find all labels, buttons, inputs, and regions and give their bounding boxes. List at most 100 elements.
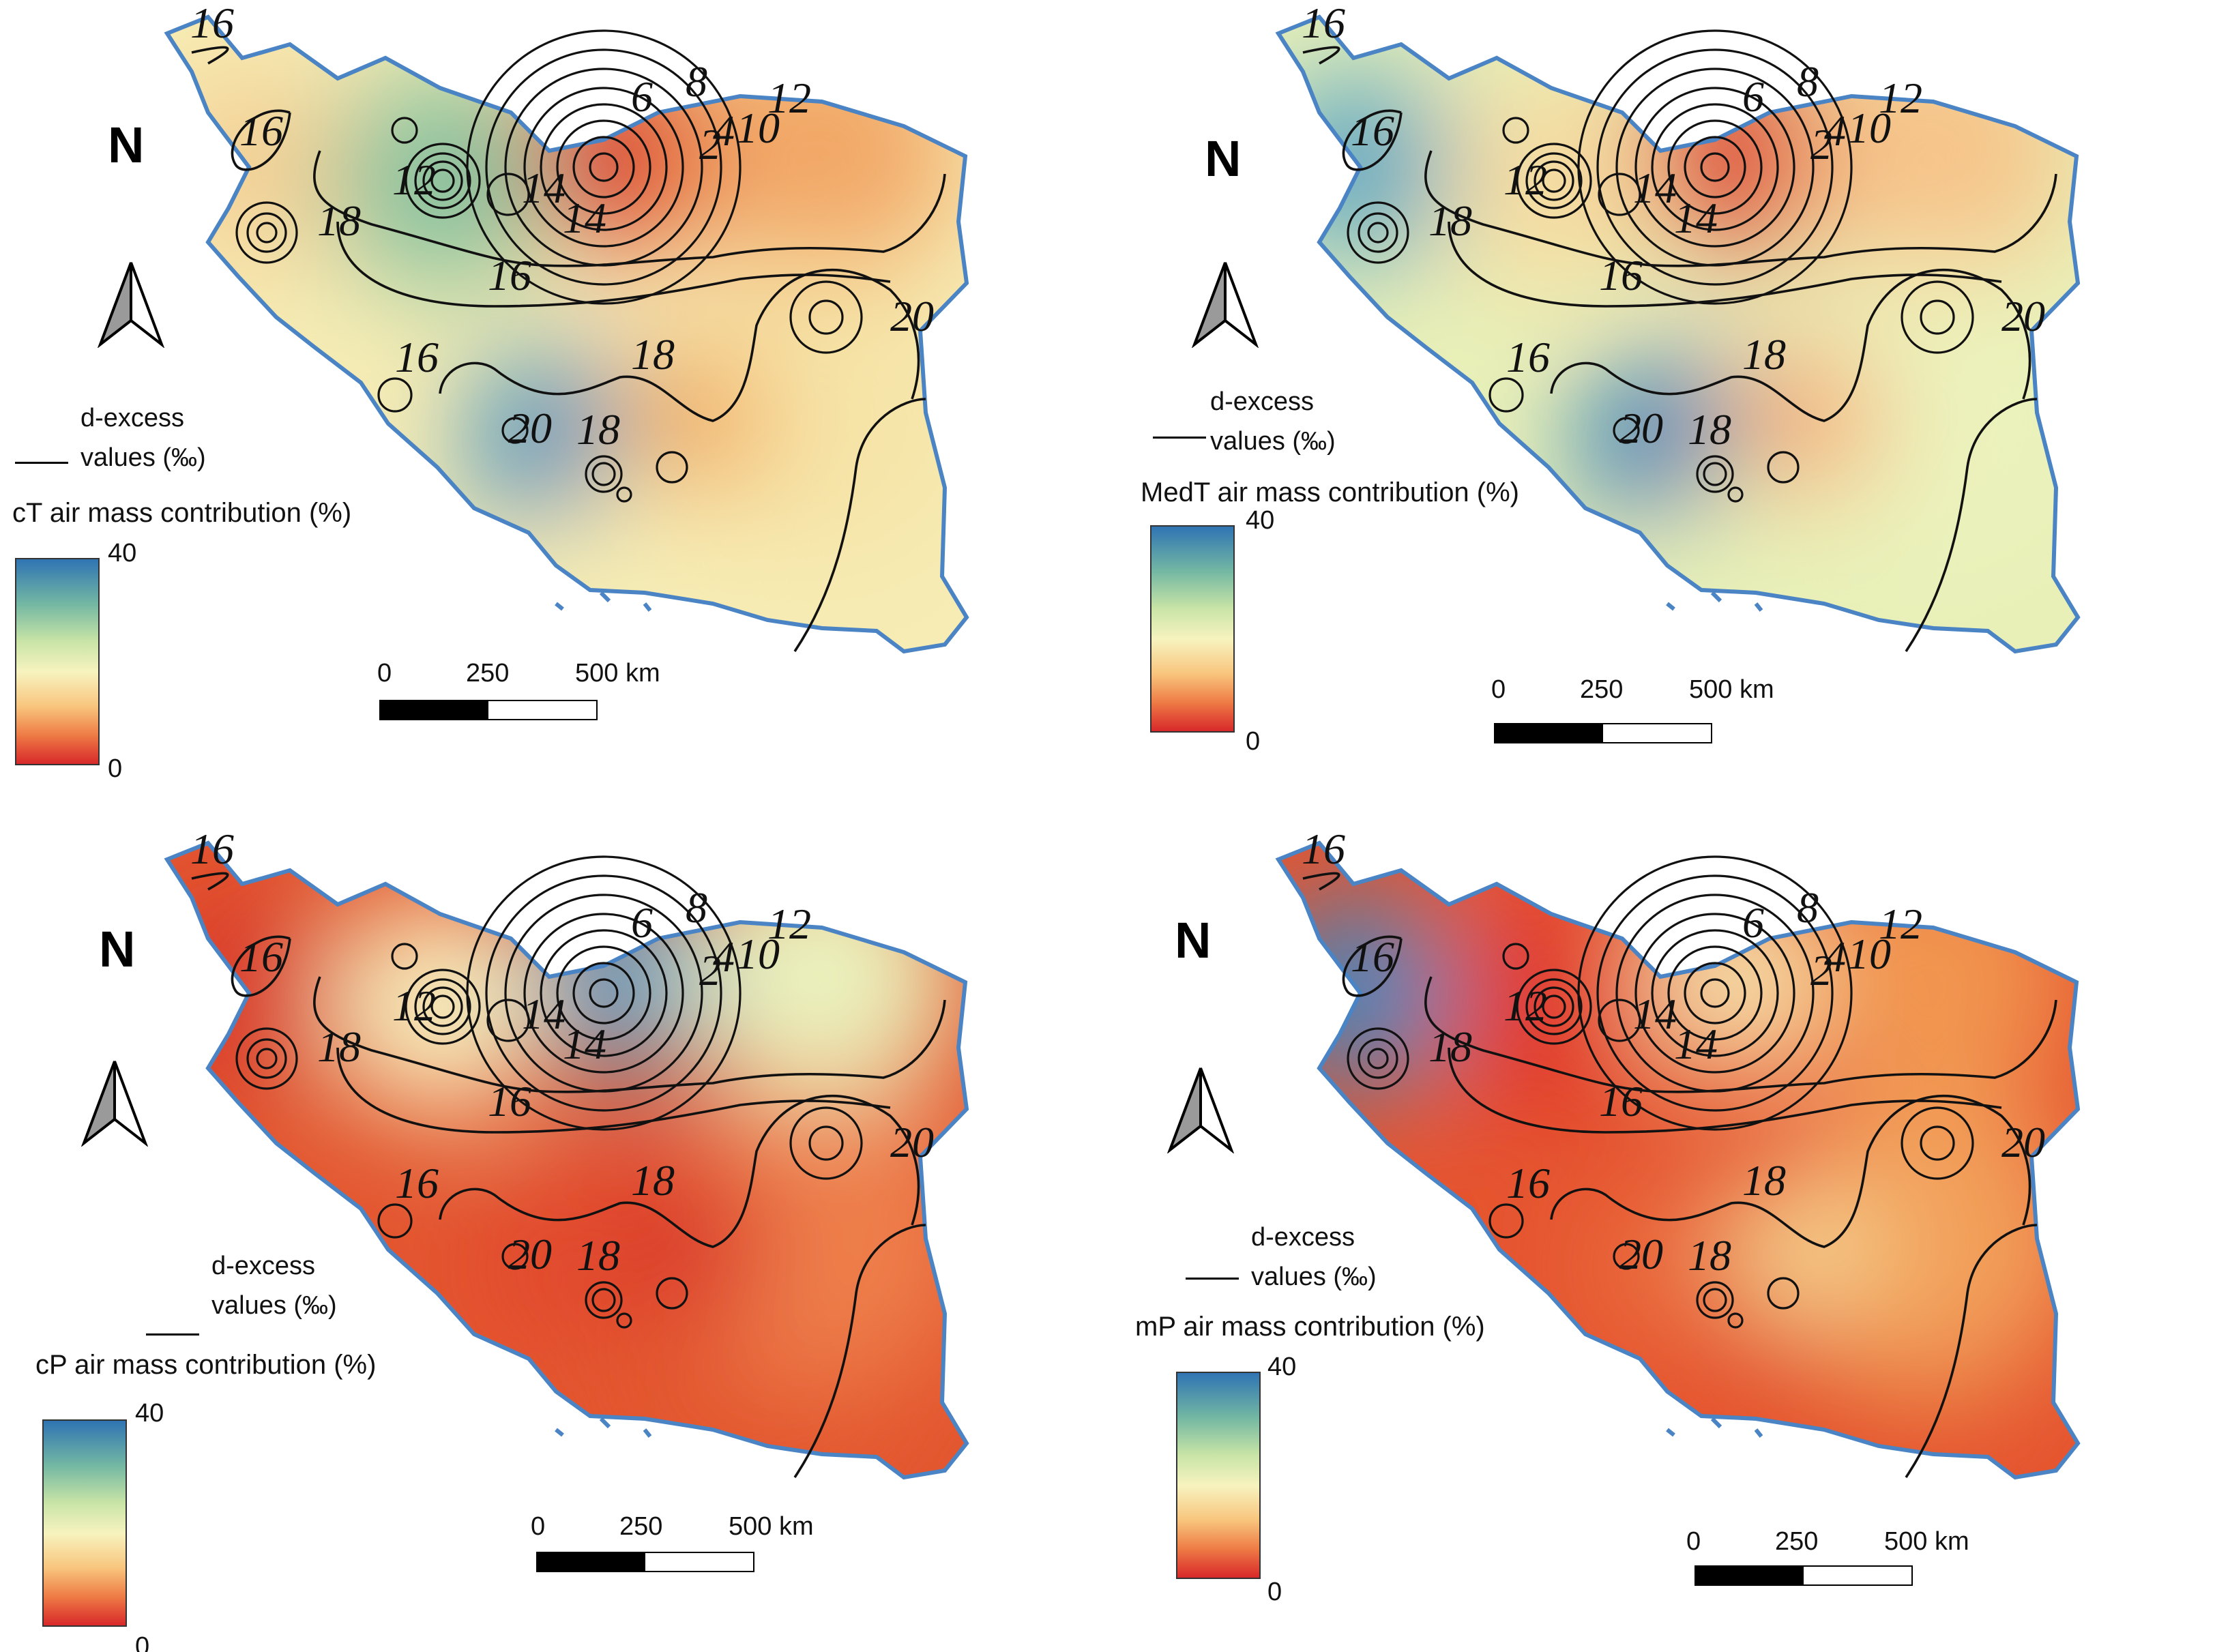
d-excess-contour-ring [1696, 1281, 1734, 1319]
d-excess-contour-ring [591, 1288, 616, 1312]
contour-label: 16 [190, 0, 234, 47]
contribution-blob-east [672, 263, 967, 563]
contour-label: 18 [1688, 405, 1731, 454]
color-ramp [1176, 1372, 1261, 1579]
contour-label: 6 [631, 898, 653, 947]
d-excess-contour-ring [1615, 894, 1815, 1093]
island [1710, 591, 1722, 603]
ramp-min-label: 0 [1267, 1578, 1282, 1606]
scale-tick-label: 0 [531, 1512, 546, 1541]
island [599, 591, 611, 603]
d-excess-contour-ring [1634, 913, 1795, 1074]
d-excess-contour-ring [377, 1203, 413, 1239]
contour-label: 18 [1742, 1156, 1786, 1205]
ramp-title: MedT air mass contribution (%) [1141, 477, 1519, 507]
contour-label: 12 [767, 74, 811, 122]
d-excess-contour [1448, 221, 2002, 308]
d-excess-contour-ring [808, 1125, 844, 1161]
country-border [1275, 14, 2081, 654]
contour-label: 16 [1302, 0, 1345, 47]
contour-label: 2 [1810, 946, 1832, 994]
legend-label-line2: values (‰) [211, 1291, 337, 1320]
island [1754, 602, 1763, 612]
contour-label: 2 [1810, 120, 1832, 168]
d-excess-contour-ring [1542, 168, 1566, 193]
contour-label: 12 [1503, 156, 1547, 204]
legend-contour-symbol [1153, 437, 1206, 439]
contour-label: 12 [392, 982, 436, 1030]
d-excess-contour-ring [485, 48, 722, 286]
d-excess-contour [1905, 1224, 2038, 1478]
contour-label: 8 [686, 883, 707, 932]
ramp-min-label: 0 [1246, 727, 1261, 756]
d-excess-contour-ring [616, 1312, 632, 1329]
country-border [164, 840, 969, 1480]
d-excess-contour-ring [540, 929, 668, 1057]
scale-tick-label: 250 [466, 659, 510, 688]
d-excess-contour-ring [422, 160, 463, 201]
contour-label: 14 [1674, 1020, 1718, 1068]
contour-label: 12 [1503, 982, 1547, 1030]
d-excess-contour-ring [1516, 143, 1592, 219]
d-excess-contour-ring [486, 999, 530, 1042]
contour-label: 10 [736, 930, 780, 978]
country-border [1275, 840, 2081, 1480]
d-excess-contour-ring [1767, 451, 1800, 484]
d-excess-contour-ring [1727, 486, 1744, 503]
d-excess-contour-ring [1767, 1277, 1800, 1310]
d-excess-contour [439, 1094, 920, 1248]
contour-label: 4 [713, 932, 735, 981]
d-excess-contour-ring [1347, 201, 1409, 264]
contour-label: 12 [1879, 74, 1922, 122]
d-excess-contour-ring [556, 945, 651, 1041]
d-excess-contour-ring [1920, 1125, 1955, 1161]
d-excess-contour-ring [235, 201, 298, 264]
contour-label: 16 [190, 826, 234, 873]
scale-tick-label: 250 [1775, 1527, 1819, 1556]
scale-tick-label: 500 km [1884, 1527, 1969, 1556]
contribution-blob-sw_blue [1579, 1184, 1742, 1348]
d-excess-contour-ring [1634, 87, 1795, 248]
d-excess-contour-ring [572, 136, 635, 198]
d-excess-contour-ring [405, 143, 481, 219]
north-label: N [108, 117, 145, 173]
d-excess-contour [1302, 872, 1340, 891]
legend-label-line1: d-excess [1251, 1223, 1355, 1252]
d-excess-contour-ring [235, 1027, 298, 1090]
scale-bar [1494, 723, 1712, 743]
d-excess-contour-ring [808, 299, 844, 335]
contour-label: 18 [576, 1231, 620, 1280]
north-arrow-icon [97, 262, 165, 348]
contour-label: 14 [522, 990, 566, 1038]
legend-label-line2: values (‰) [1251, 1263, 1377, 1291]
d-excess-contour-ring [789, 1106, 863, 1180]
contour-label: 20 [1619, 1230, 1663, 1278]
island [599, 1417, 611, 1429]
contribution-blob-sw_blue [467, 1184, 631, 1348]
d-excess-contour-ring [1596, 48, 1834, 286]
d-excess-contour-ring [589, 152, 619, 182]
contribution-blob-east [1783, 263, 2078, 563]
d-excess-contour-ring [1347, 1027, 1409, 1090]
contour-label: 20 [1619, 404, 1663, 452]
scale-tick-label: 500 km [729, 1512, 814, 1541]
d-excess-contour-ring [430, 994, 455, 1019]
contour-label: 18 [576, 405, 620, 454]
contribution-blob-center [1729, 1170, 1879, 1321]
contour-label: 8 [1797, 57, 1819, 106]
north-arrow-icon [1167, 1067, 1235, 1153]
ramp-min-label: 0 [135, 1632, 150, 1652]
d-excess-contour-ring [504, 894, 703, 1093]
d-excess-contour [793, 1224, 926, 1478]
island [1666, 1428, 1675, 1437]
contour-label: 16 [1599, 251, 1643, 299]
d-excess-contour-ring [504, 68, 703, 267]
d-excess-contour [191, 46, 229, 65]
d-excess-contour-ring [1502, 117, 1529, 144]
contour-label: 16 [1302, 826, 1345, 873]
scale-tick-label: 500 km [575, 659, 660, 688]
scale-bar-black-segment [381, 701, 488, 719]
scale-tick-label: 250 [619, 1512, 663, 1541]
